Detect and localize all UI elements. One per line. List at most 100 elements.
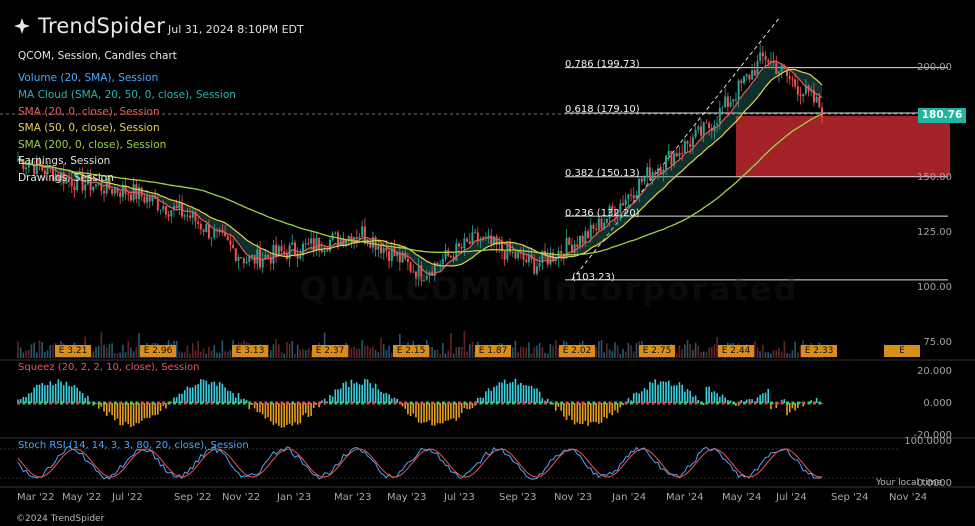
stochrsi-legend[interactable]: Stoch RSI (14, 14, 3, 3, 80, 20, close),…: [18, 440, 249, 451]
candle: [667, 151, 670, 156]
squeeze-bar: [213, 381, 216, 403]
squeeze-bar: [122, 403, 124, 426]
volume-bar: [614, 342, 616, 358]
squeeze-bar: [237, 392, 240, 403]
candle: [382, 247, 385, 254]
squeeze-bar: [245, 399, 248, 403]
candle: [199, 223, 202, 230]
candle: [780, 65, 783, 72]
fib-label-0382[interactable]: 0.382 (150.13): [565, 168, 640, 179]
candle: [562, 253, 565, 258]
squeeze-bar: [197, 384, 199, 403]
squeeze-bar: [546, 398, 549, 403]
squeeze-dot: [452, 401, 456, 405]
legend-earnings[interactable]: Earnings, Session: [18, 155, 111, 167]
squeeze-dot: [775, 401, 779, 405]
earnings-badge[interactable]: E 2.02: [559, 345, 595, 357]
candle: [43, 170, 46, 174]
earnings-badge[interactable]: E 3.13: [232, 345, 268, 357]
squeeze-dot: [769, 401, 773, 405]
squeeze-dot: [237, 401, 241, 405]
volume-bar: [286, 341, 288, 358]
squeeze-axis-label: -20.000: [913, 430, 952, 441]
earnings-badge[interactable]: E 1.87: [475, 345, 511, 357]
legend-ma-cloud[interactable]: MA Cloud (SMA, 20, 50, 0, close), Sessio…: [18, 89, 236, 101]
volume-bar: [361, 340, 363, 358]
candle: [791, 78, 794, 80]
squeeze-dot: [312, 401, 316, 405]
candle: [578, 235, 581, 247]
candle: [218, 229, 221, 231]
volume-bar: [770, 353, 772, 358]
candle: [654, 172, 657, 174]
candle: [589, 224, 592, 239]
earnings-badge[interactable]: E 2.33: [801, 345, 837, 357]
candle: [468, 241, 471, 245]
volume-bar: [778, 347, 780, 358]
earnings-badge[interactable]: E 3.21: [55, 345, 91, 357]
squeeze-bar: [148, 403, 151, 418]
symbol-watermark: QUALCOMM Incorporated: [300, 270, 799, 308]
candle: [476, 232, 479, 241]
squeeze-dot: [60, 401, 64, 405]
squeeze-legend[interactable]: Squeez (20, 2, 2, 10, close), Session: [18, 362, 200, 373]
fib-label-0786[interactable]: 0.786 (199.73): [565, 59, 640, 70]
squeeze-dot: [86, 401, 90, 405]
candle: [86, 174, 89, 185]
earnings-badge[interactable]: E 2.75: [639, 345, 675, 357]
candle: [76, 173, 79, 190]
squeeze-bar: [243, 398, 245, 403]
squeeze-bar: [36, 384, 38, 403]
volume-bar: [124, 352, 127, 358]
legend-drawings[interactable]: Drawings, Session: [18, 172, 114, 184]
squeeze-dot: [420, 401, 424, 405]
earnings-badge[interactable]: E 2.44: [718, 345, 754, 357]
earnings-badge[interactable]: E: [884, 345, 920, 357]
time-axis-label: May '24: [722, 492, 762, 503]
candle: [656, 168, 659, 174]
squeeze-bar: [299, 403, 302, 424]
volume-bar: [36, 352, 38, 358]
squeeze-dot: [597, 401, 601, 405]
volume-bar: [600, 340, 603, 358]
candle: [210, 237, 213, 239]
squeeze-bar: [571, 403, 573, 420]
legend-sma200[interactable]: SMA (200, 0, close), Session: [18, 139, 167, 151]
candle: [414, 271, 417, 280]
squeeze-dot: [108, 401, 112, 405]
legend-sma20[interactable]: SMA (20, 0, close), Session: [18, 106, 160, 118]
squeeze-bar: [68, 385, 70, 403]
squeeze-bar: [447, 403, 450, 421]
candle: [25, 167, 28, 170]
squeeze-bar: [520, 382, 522, 403]
fib-label-0236[interactable]: 0.236 (132.20): [565, 208, 640, 219]
candle: [406, 258, 409, 263]
squeeze-bar: [127, 403, 130, 425]
volume-bar: [753, 340, 756, 358]
legend-symbol[interactable]: QCOM, Session, Candles chart: [18, 50, 177, 62]
legend-volume[interactable]: Volume (20, SMA), Session: [18, 72, 159, 84]
candle: [326, 250, 329, 252]
squeeze-bar: [307, 403, 310, 418]
earnings-badge[interactable]: E 2.96: [140, 345, 176, 357]
earnings-badge[interactable]: E 2.37: [312, 345, 348, 357]
fib-label-base[interactable]: (103.23): [572, 272, 615, 283]
candle: [783, 65, 786, 70]
volume-bar: [468, 344, 471, 358]
candle: [527, 254, 530, 263]
volume-bar: [511, 347, 514, 358]
squeeze-bar: [557, 403, 560, 407]
legend-sma50[interactable]: SMA (50, 0, close), Session: [18, 122, 160, 134]
candle: [377, 245, 380, 250]
fib-label-0618[interactable]: 0.618 (179.10): [565, 104, 640, 115]
squeeze-dot: [560, 401, 564, 405]
squeeze-bar: [366, 379, 369, 403]
squeeze-bar: [452, 403, 455, 419]
squeeze-bar: [135, 403, 138, 423]
candle: [156, 198, 159, 211]
candle: [140, 187, 143, 197]
squeeze-dot: [630, 401, 634, 405]
earnings-badge[interactable]: E 2.15: [393, 345, 429, 357]
squeeze-dot: [232, 401, 236, 405]
